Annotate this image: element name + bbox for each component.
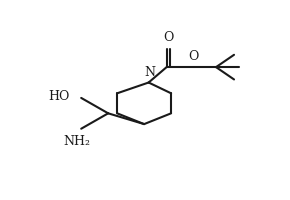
Text: HO: HO — [49, 90, 70, 103]
Text: O: O — [163, 31, 173, 44]
Text: O: O — [188, 50, 199, 63]
Text: N: N — [144, 66, 155, 79]
Text: NH₂: NH₂ — [63, 135, 90, 148]
